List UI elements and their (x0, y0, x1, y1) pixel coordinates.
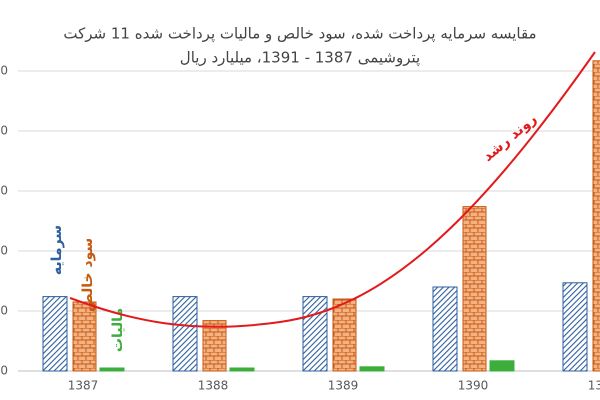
bar (332, 298, 357, 372)
x-tick-label: 1389 (328, 379, 359, 393)
bar (302, 296, 328, 372)
bar (359, 366, 385, 372)
bar (229, 367, 255, 372)
series-label: مالیات (110, 308, 126, 352)
bar (202, 320, 227, 372)
y-tick-label: 0 (0, 364, 8, 378)
chart-title: پتروشیمی 1387 - 1391، میلیارد ریال (180, 49, 420, 68)
y-tick-label: 5000 (0, 64, 8, 78)
bar (172, 296, 198, 372)
y-tick-label: 1000 (0, 304, 8, 318)
bar (489, 360, 515, 372)
bar (592, 60, 600, 372)
x-tick-label: 1390 (458, 379, 489, 393)
bar (462, 206, 487, 372)
bar (432, 286, 458, 372)
chart-title: مقایسه سرمایه پرداخت شده، سود خالص و مال… (63, 25, 536, 44)
y-tick-label: 2000 (0, 244, 8, 258)
y-tick-label: 3000 (0, 184, 8, 198)
series-label: سرمایه (49, 225, 65, 275)
bar (42, 296, 68, 372)
x-tick-label: 1388 (198, 379, 229, 393)
bar (99, 367, 125, 372)
x-tick-label: 1391 (588, 379, 600, 393)
series-label: سود خالص (80, 238, 96, 312)
trend-line (69, 51, 596, 328)
y-tick-label: 4000 (0, 124, 8, 138)
x-tick-label: 1387 (68, 379, 99, 393)
bar (72, 301, 97, 372)
bar (562, 282, 588, 372)
